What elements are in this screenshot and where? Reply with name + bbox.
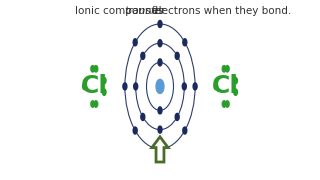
Ellipse shape [102,77,106,84]
Ellipse shape [94,66,98,72]
Ellipse shape [158,40,162,47]
Ellipse shape [158,21,162,28]
Text: Cl: Cl [212,74,239,98]
Ellipse shape [226,66,229,72]
Polygon shape [152,137,168,162]
Ellipse shape [158,107,162,114]
Ellipse shape [134,83,138,90]
Ellipse shape [94,101,98,107]
Ellipse shape [158,126,162,133]
Text: transfer: transfer [124,6,165,16]
Ellipse shape [91,101,94,107]
Ellipse shape [158,145,162,152]
Ellipse shape [234,77,237,84]
Ellipse shape [183,39,187,46]
Ellipse shape [102,89,106,95]
Ellipse shape [182,83,186,90]
Ellipse shape [141,113,145,120]
Text: Cl: Cl [81,74,108,98]
Ellipse shape [226,101,229,107]
Ellipse shape [193,83,197,90]
Text: Ionic compounds: Ionic compounds [76,6,167,16]
Ellipse shape [183,127,187,134]
Ellipse shape [133,39,137,46]
Ellipse shape [175,52,179,59]
Ellipse shape [234,89,237,95]
Text: electrons when they bond.: electrons when they bond. [148,6,291,16]
Ellipse shape [158,59,162,66]
Ellipse shape [141,52,145,59]
Ellipse shape [83,83,86,90]
Ellipse shape [156,79,164,93]
Ellipse shape [222,101,226,107]
Ellipse shape [133,127,137,134]
Ellipse shape [123,83,127,90]
Ellipse shape [214,83,218,90]
Ellipse shape [222,66,226,72]
Ellipse shape [175,113,179,120]
Ellipse shape [91,66,94,72]
